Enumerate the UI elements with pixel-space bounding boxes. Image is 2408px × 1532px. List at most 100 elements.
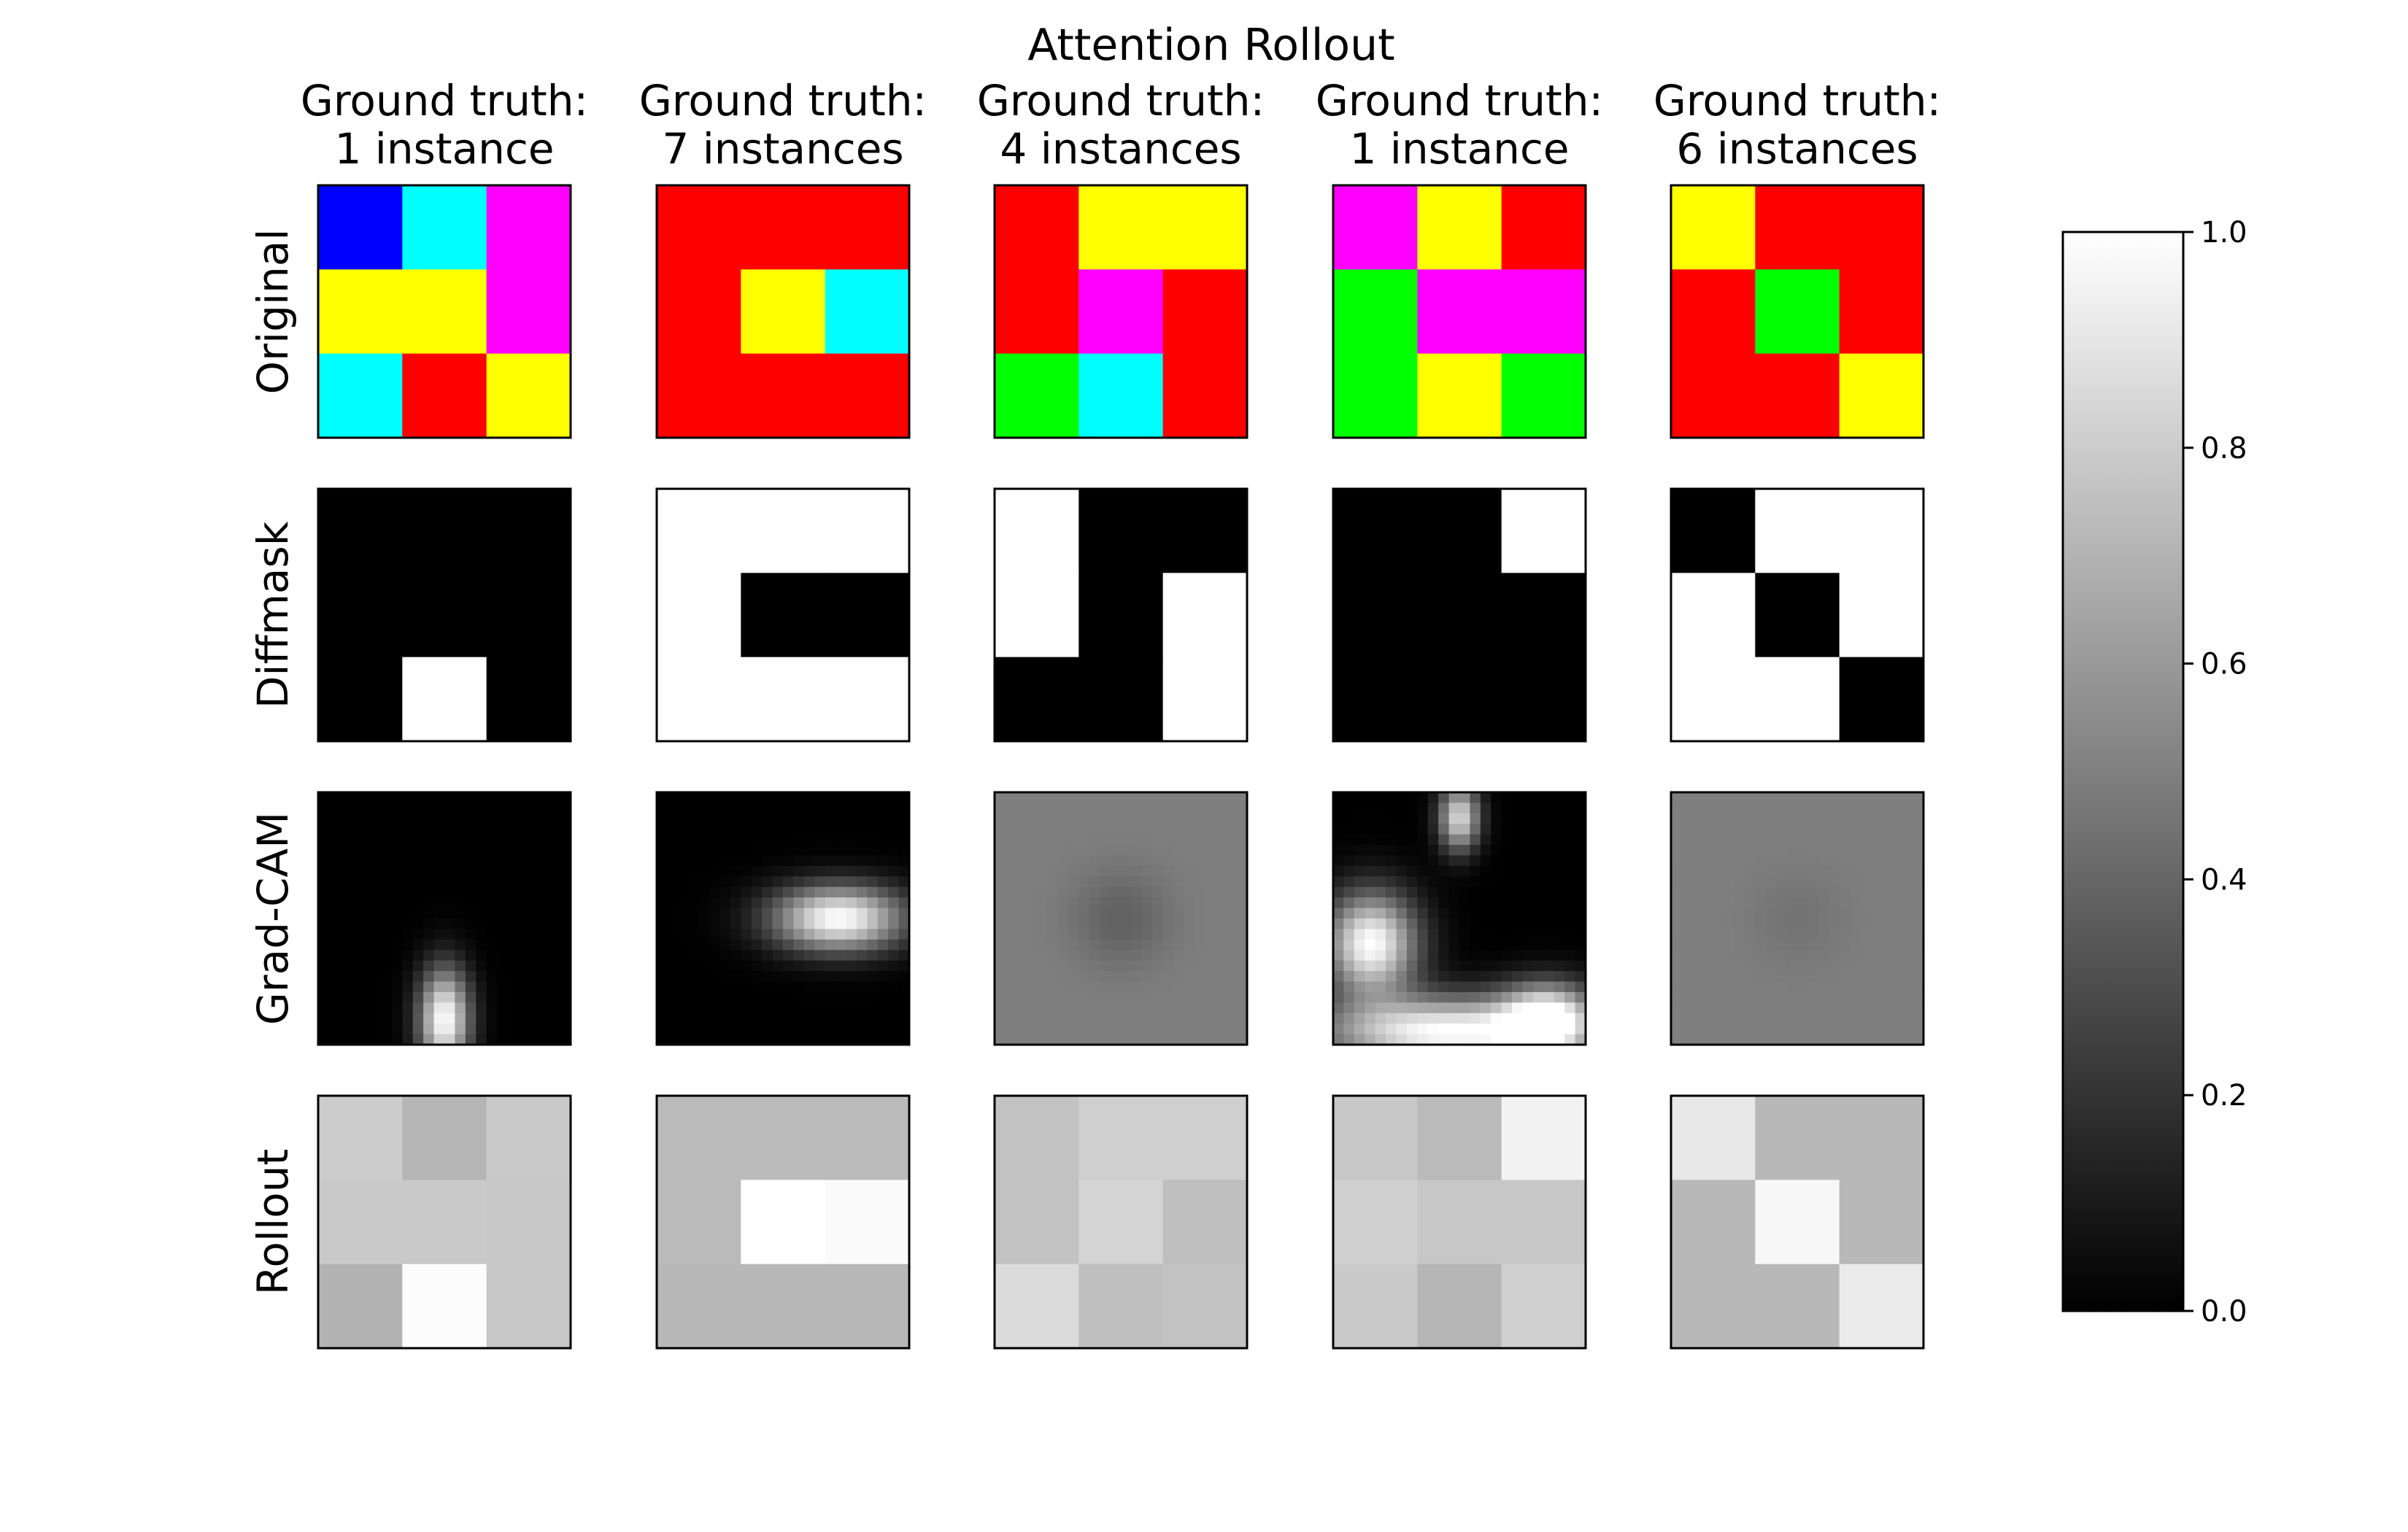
- cell-r3-c3: [1501, 353, 1586, 438]
- heat-cell: [339, 971, 350, 983]
- heat-cell: [719, 1034, 731, 1045]
- heat-cell: [1036, 834, 1048, 846]
- heat-cell: [846, 865, 857, 877]
- heat-cell: [1226, 918, 1238, 930]
- cell-r1-c3: [825, 1096, 910, 1180]
- heat-cell: [1818, 991, 1829, 1003]
- heat-cell: [1881, 960, 1893, 972]
- heat-cell: [423, 845, 435, 856]
- heat-cell: [1121, 918, 1132, 930]
- heat-cell: [803, 960, 815, 972]
- heat-cell: [412, 971, 424, 983]
- column-title-5-line-1: Ground truth:: [1653, 76, 1941, 125]
- heat-cell: [1015, 824, 1027, 835]
- heat-cell: [1036, 886, 1048, 898]
- diffmask-panel-1: [317, 487, 572, 743]
- heat-cell: [1681, 918, 1693, 930]
- heat-cell: [709, 981, 721, 993]
- heat-cell: [762, 991, 773, 1003]
- heat-cell: [1406, 939, 1418, 951]
- heat-cell: [814, 897, 826, 909]
- heat-cell: [741, 971, 752, 983]
- heat-cell: [1100, 824, 1111, 835]
- heat-cell: [709, 918, 721, 930]
- heat-cell: [1755, 886, 1767, 898]
- heat-cell: [1375, 971, 1386, 983]
- heat-cell: [719, 845, 731, 856]
- heat-cell: [517, 1002, 529, 1014]
- heat-cell: [1068, 876, 1079, 888]
- heat-cell: [560, 960, 571, 972]
- heat-cell: [391, 876, 403, 888]
- heat-cell: [1215, 834, 1227, 846]
- heat-cell: [1121, 845, 1132, 856]
- heat-cell: [1575, 886, 1586, 898]
- heat-cell: [360, 1024, 371, 1035]
- heat-cell: [1226, 845, 1238, 856]
- heat-cell: [1564, 1013, 1576, 1024]
- heat-cell: [846, 855, 857, 867]
- heat-cell: [402, 929, 414, 940]
- heat-cell: [1681, 1013, 1693, 1024]
- heat-cell: [1459, 834, 1471, 846]
- heat-cell: [1902, 971, 1914, 983]
- cell-r3-c3: [1162, 1264, 1248, 1349]
- heat-cell: [1575, 824, 1586, 835]
- heat-cell: [1501, 792, 1513, 804]
- heat-cell: [444, 886, 456, 898]
- heat-cell: [412, 792, 424, 804]
- heat-cell: [1522, 1002, 1534, 1014]
- heat-cell: [1333, 865, 1345, 877]
- heat-cell: [877, 918, 889, 930]
- heat-cell: [1396, 929, 1408, 940]
- heat-cell: [1343, 845, 1355, 856]
- heat-cell: [667, 792, 679, 804]
- heat-cell: [1226, 971, 1238, 983]
- heat-cell: [339, 929, 350, 940]
- heat-cell: [350, 939, 361, 951]
- cell-r3-c3: [486, 353, 571, 438]
- heat-cell: [1427, 991, 1439, 1003]
- heat-cell: [1236, 1024, 1248, 1035]
- heat-cell: [741, 960, 752, 972]
- cell-r3-c3: [1162, 353, 1248, 438]
- heat-cell: [698, 865, 710, 877]
- heat-cell: [412, 876, 424, 888]
- heat-cell: [1891, 991, 1903, 1003]
- heat-cell: [339, 918, 350, 930]
- heat-cell: [1036, 918, 1048, 930]
- heat-cell: [1755, 897, 1767, 909]
- colorbar-tick-label: 0.8: [2201, 432, 2247, 465]
- heat-cell: [1194, 824, 1205, 835]
- heat-cell: [867, 981, 879, 993]
- heat-cell: [825, 792, 836, 804]
- heat-cell: [995, 824, 1006, 835]
- heat-cell: [1681, 939, 1693, 951]
- heat-cell: [1829, 991, 1840, 1003]
- heat-cell: [1026, 865, 1038, 877]
- heat-cell: [1343, 886, 1355, 898]
- heat-cell: [517, 792, 529, 804]
- cell-r1-c3: [1162, 185, 1248, 270]
- heat-cell: [783, 865, 795, 877]
- heat-cell: [1480, 929, 1492, 940]
- heat-cell: [1236, 813, 1248, 824]
- heat-cell: [1681, 886, 1693, 898]
- heat-cell: [1839, 855, 1851, 867]
- heat-cell: [877, 908, 889, 919]
- heat-cell: [371, 971, 382, 983]
- heat-cell: [1902, 802, 1914, 814]
- heat-cell: [867, 855, 879, 867]
- heat-cell: [1354, 886, 1365, 898]
- heat-cell: [772, 886, 784, 898]
- heat-cell: [1121, 834, 1132, 846]
- heat-cell: [1543, 971, 1555, 983]
- heat-cell: [1870, 802, 1882, 814]
- heat-cell: [1755, 876, 1767, 888]
- heat-cell: [455, 886, 466, 898]
- heat-cell: [1459, 845, 1471, 856]
- heat-cell: [751, 865, 763, 877]
- heat-cell: [1807, 897, 1819, 909]
- heat-cell: [476, 897, 487, 909]
- heat-cell: [1891, 876, 1903, 888]
